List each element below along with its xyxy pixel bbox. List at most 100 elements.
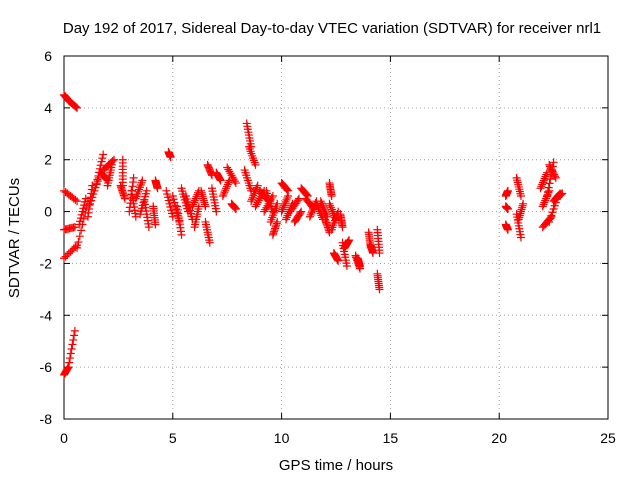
data-point	[281, 197, 290, 206]
data-point	[250, 189, 259, 198]
data-point	[118, 181, 127, 190]
data-point	[212, 207, 221, 216]
data-point	[273, 217, 282, 226]
data-point	[306, 210, 315, 219]
data-point	[252, 185, 261, 194]
data-point	[268, 207, 277, 216]
data-point	[550, 172, 559, 181]
data-point	[537, 182, 546, 191]
data-point	[231, 204, 240, 213]
data-point	[516, 192, 525, 201]
data-point	[309, 204, 318, 213]
data-point	[538, 202, 547, 211]
data-point	[320, 206, 329, 215]
data-point	[503, 186, 512, 195]
data-point	[322, 210, 331, 219]
data-point	[338, 223, 347, 232]
data-point	[70, 326, 79, 335]
data-point	[222, 184, 231, 193]
data-point	[81, 194, 90, 203]
data-point	[316, 209, 325, 218]
data-point	[71, 242, 80, 251]
data-point	[280, 201, 289, 210]
y-tick-label: 4	[44, 100, 52, 116]
data-point	[131, 212, 140, 221]
x-tick-label: 5	[169, 430, 177, 446]
data-point	[296, 208, 305, 217]
data-point	[129, 173, 138, 182]
data-point	[65, 358, 74, 367]
data-point	[314, 203, 323, 212]
data-point	[221, 186, 230, 195]
data-point	[64, 363, 73, 372]
data-point	[73, 103, 82, 112]
y-tick-label: -2	[40, 255, 53, 271]
data-point	[68, 340, 77, 349]
data-point	[556, 190, 565, 199]
data-point	[539, 176, 548, 185]
tick-layer: 0 5 10 15 20 25 -8 -6 -4 -2 0 2 4 6	[40, 48, 616, 446]
data-point	[70, 223, 79, 232]
data-point	[319, 203, 328, 212]
data-point	[536, 184, 545, 193]
data-point	[144, 223, 153, 232]
data-point	[541, 172, 550, 181]
data-point	[71, 195, 80, 204]
data-point	[283, 193, 292, 202]
data-point	[282, 213, 291, 222]
data-point	[74, 238, 83, 247]
data-point	[308, 206, 317, 215]
data-point	[342, 262, 351, 271]
data-point	[278, 205, 287, 214]
data-point	[108, 157, 117, 166]
data-point	[538, 180, 547, 189]
data-point	[503, 225, 512, 234]
data-point	[142, 186, 151, 195]
data-point	[190, 196, 199, 205]
data-point	[549, 158, 558, 167]
data-point	[313, 201, 322, 210]
y-tick-label: 0	[44, 204, 52, 220]
data-point	[558, 189, 567, 198]
data-point	[297, 207, 306, 216]
data-point	[318, 201, 327, 210]
data-point	[327, 205, 336, 214]
data-point	[110, 155, 119, 164]
data-point	[317, 211, 326, 220]
data-point	[249, 191, 258, 200]
data-point	[71, 102, 80, 111]
y-tick-label: -4	[40, 307, 53, 323]
data-point	[281, 215, 290, 224]
data-point	[65, 354, 74, 363]
data-point	[166, 153, 175, 162]
data-point	[315, 207, 324, 216]
data-point	[205, 238, 214, 247]
data-point	[280, 199, 289, 208]
data-point	[98, 154, 107, 163]
data-point	[177, 230, 186, 239]
data-point	[540, 174, 549, 183]
data-point	[253, 181, 262, 190]
data-point	[70, 331, 79, 340]
y-tick-label: 2	[44, 152, 52, 168]
data-point	[543, 187, 552, 196]
data-point	[73, 197, 82, 206]
data-point	[503, 204, 512, 213]
data-point	[190, 198, 199, 207]
data-point	[230, 177, 239, 186]
data-point	[312, 199, 321, 208]
data-point	[153, 184, 162, 193]
plot-frame	[63, 55, 609, 420]
data-point	[277, 207, 286, 216]
data-point	[151, 220, 160, 229]
data-point	[72, 103, 81, 112]
data-point	[251, 187, 260, 196]
data-point	[247, 195, 256, 204]
data-point	[541, 196, 550, 205]
data-point	[545, 179, 554, 188]
x-tick-label: 0	[60, 430, 68, 446]
data-point	[519, 199, 528, 208]
data-point	[220, 188, 229, 197]
data-point	[222, 182, 231, 191]
